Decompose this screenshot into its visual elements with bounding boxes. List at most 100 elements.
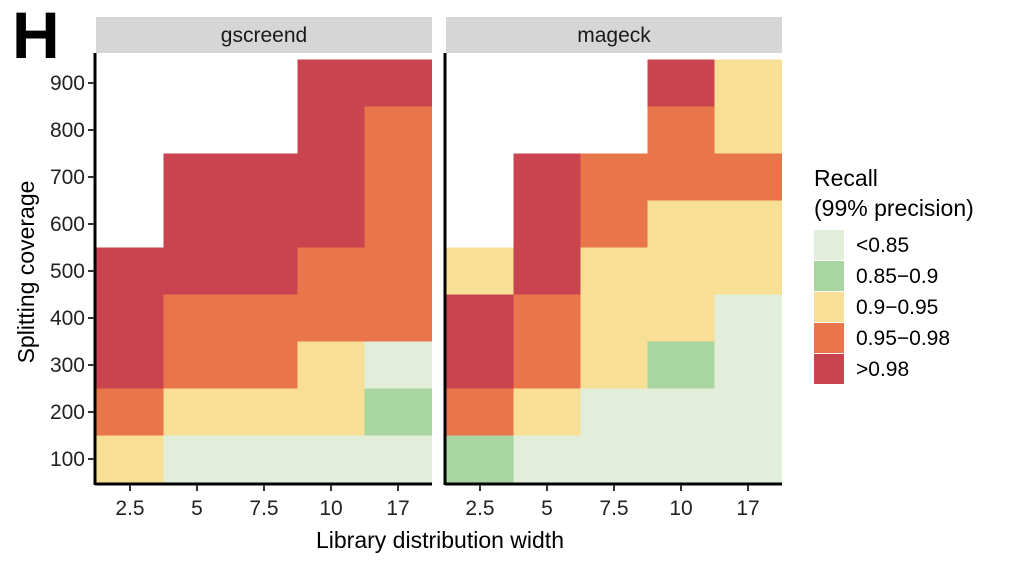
legend-swatch (814, 292, 844, 322)
heatmap-cell (297, 153, 365, 201)
heatmap-cell (364, 247, 432, 295)
heatmap-cell (297, 435, 365, 483)
legend-label: 0.95−0.98 (856, 327, 950, 350)
x-tick-label: 7.5 (249, 497, 278, 520)
y-tick-label: 300 (50, 354, 85, 377)
x-tick-label: 7.5 (599, 497, 628, 520)
heatmap-cell (230, 247, 298, 295)
heatmap-cell (714, 153, 782, 201)
heatmap-cell (446, 247, 514, 295)
heatmap-cell (647, 294, 715, 342)
heatmap-cell (647, 59, 715, 107)
heatmap-cell (513, 294, 581, 342)
heatmap-cell (513, 435, 581, 483)
heatmap-cell (647, 200, 715, 248)
heatmap-cell (446, 388, 514, 436)
x-tick-label: 2.5 (465, 497, 494, 520)
heatmap-cell (163, 247, 231, 295)
y-tick-label: 200 (50, 401, 85, 424)
legend-title-line2: (99% precision) (814, 195, 974, 221)
y-tick-label: 700 (50, 166, 85, 189)
panel-label: H (12, 0, 60, 72)
heatmap-cell (580, 341, 648, 389)
legend-swatch (814, 323, 844, 353)
legend-label: <0.85 (856, 234, 909, 257)
heatmap-cell (364, 435, 432, 483)
heatmap-cell (230, 388, 298, 436)
heatmap-cell (714, 341, 782, 389)
heatmap-cell (364, 200, 432, 248)
heatmap-cell (364, 153, 432, 201)
heatmap-cell (364, 294, 432, 342)
heatmap-cell (297, 59, 365, 107)
facet-strip-label: mageck (577, 24, 651, 47)
heatmap-cell (513, 388, 581, 436)
heatmap-cell (714, 247, 782, 295)
heatmap-cell (96, 388, 164, 436)
heatmap-cell (580, 153, 648, 201)
heatmap-cell (297, 247, 365, 295)
heatmap-cell (297, 341, 365, 389)
heatmap-cell (647, 153, 715, 201)
heatmap-cell (647, 247, 715, 295)
heatmap-cell (163, 294, 231, 342)
heatmap-cell (446, 294, 514, 342)
y-tick-label: 900 (50, 72, 85, 95)
heatmap-cell (163, 388, 231, 436)
heatmap-cell (714, 294, 782, 342)
x-tick-label: 17 (386, 497, 409, 520)
heatmap-cell (714, 59, 782, 107)
heatmap-cell (163, 200, 231, 248)
heatmap-cell (714, 200, 782, 248)
heatmap-cell (163, 153, 231, 201)
heatmap-cell (647, 106, 715, 154)
y-tick-label: 400 (50, 307, 85, 330)
y-tick-label: 800 (50, 119, 85, 142)
heatmap-cell (230, 200, 298, 248)
heatmap-cell (96, 247, 164, 295)
y-tick-label: 100 (50, 448, 85, 471)
heatmap-cell (580, 435, 648, 483)
heatmap-cell (446, 435, 514, 483)
heatmap-cell (580, 388, 648, 436)
heatmap-cell (96, 435, 164, 483)
heatmap-cell (364, 59, 432, 107)
heatmap-cell (230, 153, 298, 201)
facet-strip (446, 17, 782, 53)
panel-mageck: mageck 2.5 5 7.5 10 17 (443, 17, 782, 520)
heatmap-cell (647, 341, 715, 389)
heatmap-cell (364, 341, 432, 389)
heatmap-cell (446, 341, 514, 389)
heatmap-cell (230, 341, 298, 389)
y-tick-label: 600 (50, 213, 85, 236)
x-tick-label: 17 (736, 497, 759, 520)
heatmap-cell (364, 106, 432, 154)
legend-items: <0.85 0.85−0.9 0.9−0.95 0.95−0.98 >0.98 (814, 230, 950, 384)
legend-swatch (814, 230, 844, 260)
facet-strip (96, 17, 432, 53)
legend-swatch (814, 354, 844, 384)
heatmap-cell (580, 200, 648, 248)
x-axis-title: Library distribution width (316, 527, 564, 553)
heatmap-cell (297, 106, 365, 154)
heatmap-cell (513, 247, 581, 295)
legend-title-line1: Recall (814, 165, 878, 191)
y-axis: 100 200 300 400 500 600 700 800 900 (50, 72, 94, 471)
x-tick-label: 2.5 (115, 497, 144, 520)
heatmap-cell (513, 153, 581, 201)
x-tick-label: 10 (319, 497, 342, 520)
legend-label: >0.98 (856, 358, 909, 381)
heatmap-cell (230, 294, 298, 342)
heatmap-cell (96, 341, 164, 389)
legend: Recall (99% precision) <0.85 0.85−0.9 0.9−… (814, 165, 974, 384)
heatmap-cell (580, 294, 648, 342)
heatmap-cell (297, 200, 365, 248)
x-tick-label: 5 (541, 497, 553, 520)
panels-layer: gscreend 2.5 5 7.5 10 17 mageck 2.5 5 7.5 10 17 (93, 17, 782, 520)
heatmap-cell (163, 341, 231, 389)
heatmap-cell (96, 294, 164, 342)
heatmap-cell (513, 341, 581, 389)
heatmap-cell (714, 388, 782, 436)
heatmap-cell (297, 294, 365, 342)
